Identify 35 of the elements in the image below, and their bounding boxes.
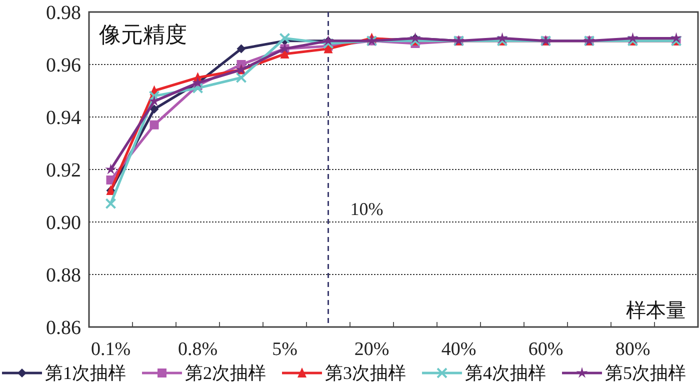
x-tick-label: 5% (272, 339, 298, 360)
legend-label: 第5次抽样 (605, 363, 686, 383)
y-tick-label: 0.98 (46, 2, 81, 24)
y-tick-label: 0.90 (46, 212, 81, 234)
point (150, 104, 159, 114)
y-tick-label: 0.96 (46, 54, 81, 76)
y-tick-label: 0.94 (46, 107, 81, 129)
point (236, 72, 247, 84)
x-tick-label: 0.8% (178, 339, 218, 360)
x-tick-label: 60% (528, 339, 564, 360)
legend-label: 第2次抽样 (185, 363, 266, 383)
y-tick-label: 0.86 (46, 317, 81, 339)
legend-label: 第1次抽样 (45, 363, 126, 383)
point (148, 90, 160, 102)
point (236, 44, 246, 54)
point (279, 32, 290, 44)
point (150, 120, 159, 130)
point (627, 32, 638, 44)
y-tick-label: 0.92 (46, 160, 81, 182)
legend-label: 第3次抽样 (325, 363, 406, 383)
point (105, 198, 116, 210)
y-tick-label: 0.88 (46, 264, 81, 286)
legend-label: 第4次抽样 (465, 363, 546, 383)
point (496, 32, 508, 44)
x-tick-label: 0.1% (90, 339, 131, 360)
annotation: 10% (350, 198, 384, 219)
point (105, 164, 116, 174)
y-axis-title: 像元精度 (99, 22, 187, 47)
x-tick-label: 80% (615, 339, 650, 360)
x-tick-label: 20% (354, 339, 390, 360)
point (192, 82, 204, 94)
point (322, 38, 334, 49)
point (670, 32, 682, 44)
x-axis-title: 样本量 (626, 300, 686, 322)
x-tick-label: 40% (441, 339, 476, 360)
